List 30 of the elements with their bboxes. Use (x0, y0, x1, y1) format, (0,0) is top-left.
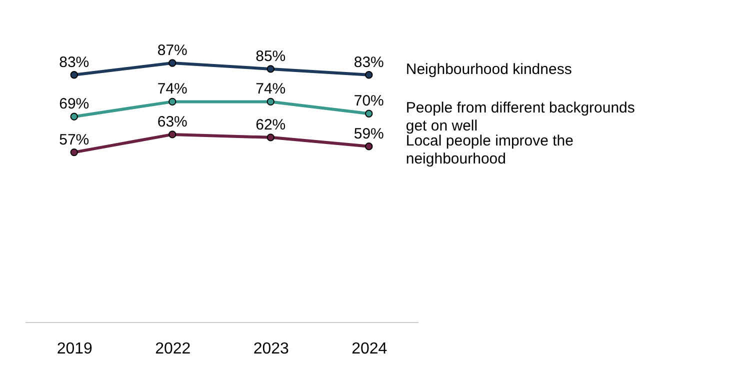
data-label: 83% (354, 54, 384, 71)
text: Neighbourhood kindness (406, 60, 572, 78)
data-label: 85% (256, 48, 286, 65)
point (266, 98, 274, 106)
data-label: 69% (59, 96, 90, 113)
data-label: 74% (157, 80, 188, 98)
x-tick-label: 2019 (56, 340, 93, 358)
text: People from different backgrounds get on well (406, 100, 635, 135)
point (266, 134, 274, 142)
point (70, 148, 78, 156)
data-label: 57% (59, 131, 90, 148)
point (365, 110, 373, 118)
point (168, 98, 176, 106)
data-label: 70% (354, 92, 384, 110)
data-label: 74% (256, 80, 286, 98)
x-tick-label: 2022 (155, 340, 191, 358)
point (70, 71, 78, 79)
data-label: 62% (256, 116, 286, 134)
point (266, 65, 274, 73)
x-tick-label: 2023 (253, 340, 290, 358)
point (168, 59, 176, 67)
point (168, 130, 176, 138)
point (365, 142, 373, 150)
data-label: 59% (354, 125, 384, 142)
point (70, 112, 78, 120)
data-label: 87% (157, 42, 188, 59)
point (365, 71, 373, 79)
x-tick-label: 2024 (352, 340, 388, 358)
data-label: 63% (157, 113, 188, 130)
data-label: 83% (59, 54, 90, 71)
